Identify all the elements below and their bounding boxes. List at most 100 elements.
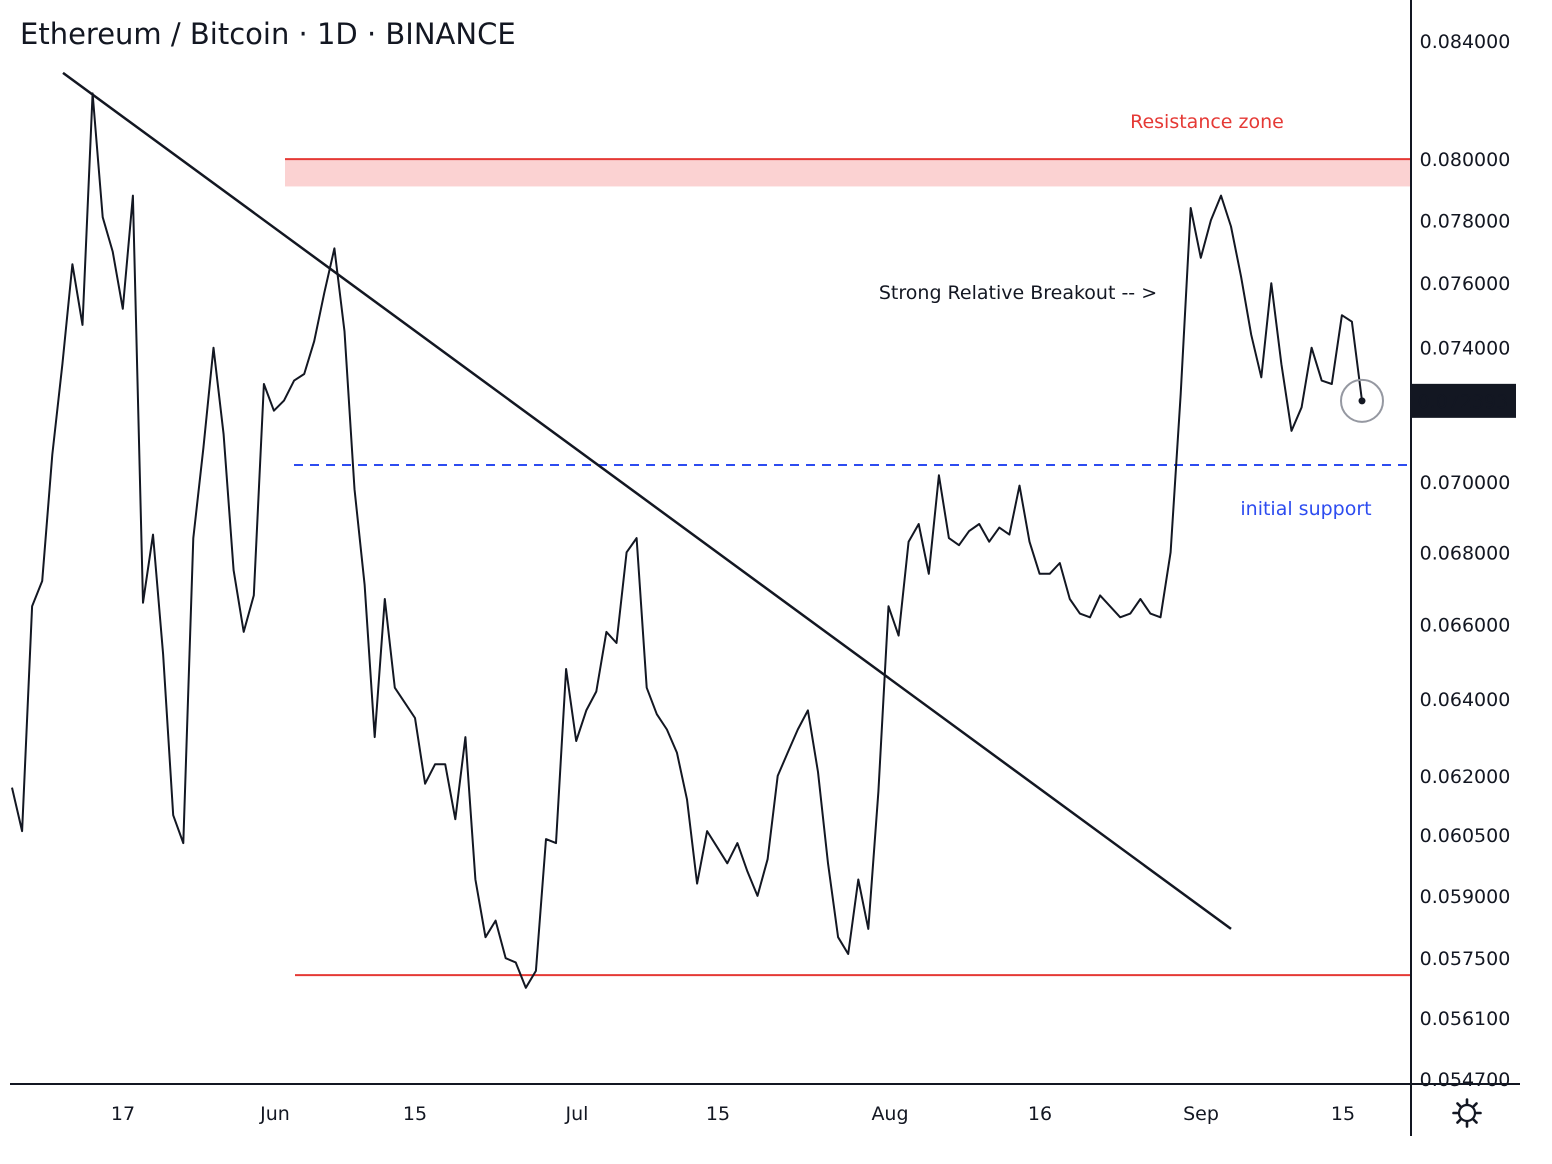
price-point <box>413 716 417 720</box>
price-point <box>363 583 367 587</box>
price-point <box>332 246 336 250</box>
x-tick-label: Jul <box>565 1103 589 1125</box>
price-point <box>1229 225 1233 229</box>
price-point <box>614 641 618 645</box>
price-point <box>1249 333 1253 337</box>
price-point <box>897 634 901 638</box>
price-point <box>635 536 639 540</box>
y-tick-label: 0.060500 <box>1420 825 1511 847</box>
price-point <box>1159 615 1163 619</box>
price-point <box>625 550 629 554</box>
price-point <box>564 667 568 671</box>
price-point <box>685 797 689 801</box>
price-point <box>242 630 246 634</box>
price-point <box>675 751 679 755</box>
price-point <box>766 857 770 861</box>
price-point <box>1098 593 1102 597</box>
price-point <box>1148 612 1152 616</box>
y-tick-label: 0.076000 <box>1420 273 1511 295</box>
price-point <box>222 432 226 436</box>
price-point <box>796 727 800 731</box>
price-point <box>866 927 870 931</box>
price-point <box>1189 206 1193 210</box>
price-point <box>211 346 215 350</box>
last-price-tag-text: 0.072393 <box>1418 391 1509 413</box>
price-point <box>1219 194 1223 198</box>
price-point <box>1300 405 1304 409</box>
initial-support-label: initial support <box>1240 498 1371 520</box>
chart-settings-gear-icon[interactable] <box>1452 1098 1482 1128</box>
price-point <box>786 751 790 755</box>
price-point <box>181 841 185 845</box>
price-point <box>40 579 44 583</box>
price-point <box>534 969 538 973</box>
price-point <box>695 882 699 886</box>
x-tick-label: Jun <box>259 1103 290 1125</box>
price-point <box>937 473 941 477</box>
price-point <box>30 604 34 608</box>
descending-trendline[interactable] <box>62 71 1232 930</box>
price-point <box>151 533 155 537</box>
price-point <box>473 878 477 882</box>
price-point <box>1108 604 1112 608</box>
price-point <box>745 869 749 873</box>
price-point <box>111 250 115 254</box>
y-tick-label: 0.080000 <box>1420 149 1511 171</box>
price-point <box>1310 346 1314 350</box>
price-point <box>735 841 739 845</box>
price-point <box>131 194 135 198</box>
price-point <box>927 572 931 576</box>
price-point <box>433 762 437 766</box>
price-point <box>302 372 306 376</box>
price-point <box>947 536 951 540</box>
price-point <box>1169 550 1173 554</box>
price-point <box>967 529 971 533</box>
price-point <box>776 774 780 778</box>
price-point <box>1028 540 1032 544</box>
y-tick-label: 0.057500 <box>1420 948 1511 970</box>
price-point <box>1138 597 1142 601</box>
y-tick-label: 0.059000 <box>1420 886 1511 908</box>
price-point <box>816 770 820 774</box>
x-axis-ticks[interactable]: 17 Jun 15 Jul 15 Aug 16 Sep 15 <box>111 1103 1355 1125</box>
price-point <box>484 935 488 939</box>
price-point <box>806 708 810 712</box>
price-point <box>977 522 981 526</box>
price-point <box>161 652 165 656</box>
x-tick-label: 16 <box>1028 1103 1052 1125</box>
price-point <box>121 307 125 311</box>
price-point <box>1269 281 1273 285</box>
price-point <box>171 813 175 817</box>
price-point <box>594 689 598 693</box>
price-point <box>957 543 961 547</box>
price-point <box>705 829 709 833</box>
price-point <box>1259 375 1263 379</box>
x-tick-label: 15 <box>1331 1103 1355 1125</box>
price-point <box>494 919 498 923</box>
price-point <box>574 739 578 743</box>
x-tick-label: Aug <box>871 1103 908 1125</box>
price-point <box>645 686 649 690</box>
price-point <box>1320 379 1324 383</box>
y-tick-label: 0.064000 <box>1420 689 1511 711</box>
price-point <box>886 604 890 608</box>
price-point <box>453 817 457 821</box>
chart-title: Ethereum / Bitcoin · 1D · BINANCE <box>20 17 516 51</box>
price-point <box>1340 313 1344 317</box>
last-price-marker <box>1340 378 1384 423</box>
price-point <box>1048 572 1052 576</box>
price-point <box>1289 429 1293 433</box>
price-point <box>1088 615 1092 619</box>
price-point <box>10 786 14 790</box>
price-point <box>836 935 840 939</box>
price-point <box>272 409 276 413</box>
y-tick-label: 0.068000 <box>1420 542 1511 564</box>
x-tick-label: Sep <box>1183 1103 1219 1125</box>
price-point <box>60 362 64 366</box>
price-point <box>20 829 24 833</box>
price-point <box>1350 320 1354 324</box>
price-point <box>1239 275 1243 279</box>
y-axis-ticks[interactable]: 0.084000 0.080000 0.078000 0.076000 0.074000… <box>1420 31 1511 1091</box>
